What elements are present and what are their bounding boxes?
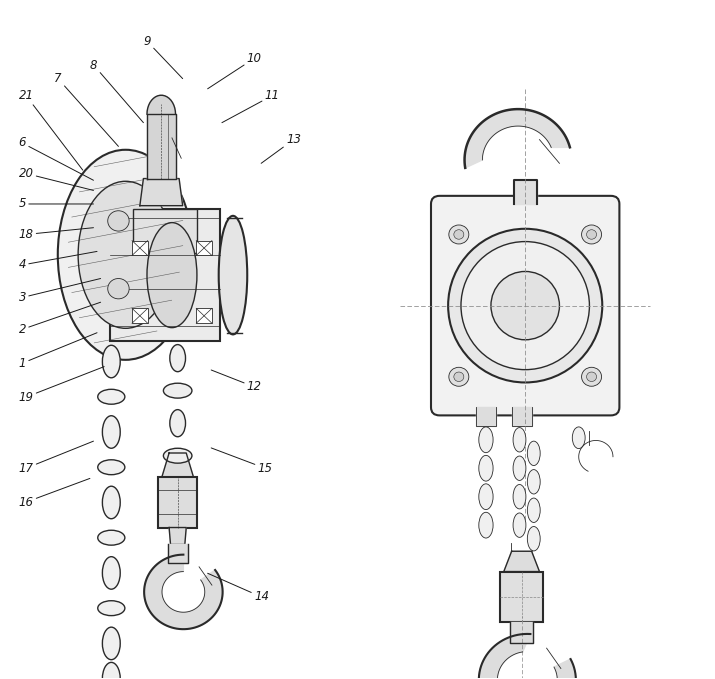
Ellipse shape bbox=[528, 526, 541, 551]
Circle shape bbox=[449, 225, 469, 244]
Text: 9: 9 bbox=[144, 35, 182, 79]
Ellipse shape bbox=[164, 383, 192, 398]
Ellipse shape bbox=[78, 181, 173, 329]
Bar bbox=[196, 308, 212, 323]
Ellipse shape bbox=[513, 513, 526, 537]
Ellipse shape bbox=[102, 345, 120, 378]
Ellipse shape bbox=[572, 427, 585, 449]
Polygon shape bbox=[147, 114, 175, 179]
Ellipse shape bbox=[102, 416, 120, 448]
Ellipse shape bbox=[58, 150, 193, 360]
Ellipse shape bbox=[219, 216, 247, 335]
Circle shape bbox=[581, 367, 601, 386]
Text: 17: 17 bbox=[19, 441, 94, 475]
Ellipse shape bbox=[513, 456, 526, 481]
Text: 6: 6 bbox=[19, 136, 94, 180]
Ellipse shape bbox=[102, 486, 120, 519]
Bar bbox=[132, 308, 148, 323]
Polygon shape bbox=[169, 528, 186, 545]
Ellipse shape bbox=[98, 460, 125, 475]
Text: 19: 19 bbox=[19, 367, 104, 403]
Ellipse shape bbox=[528, 441, 541, 466]
Ellipse shape bbox=[479, 512, 493, 538]
Ellipse shape bbox=[98, 601, 125, 616]
Bar bbox=[109, 209, 220, 341]
Circle shape bbox=[108, 210, 129, 231]
Text: 1: 1 bbox=[19, 333, 97, 370]
Text: 5: 5 bbox=[19, 198, 94, 210]
Ellipse shape bbox=[513, 485, 526, 509]
FancyBboxPatch shape bbox=[431, 196, 619, 416]
Text: 8: 8 bbox=[90, 58, 144, 123]
Circle shape bbox=[108, 278, 129, 299]
Text: 11: 11 bbox=[222, 89, 280, 123]
Ellipse shape bbox=[98, 389, 125, 404]
Ellipse shape bbox=[461, 242, 589, 369]
Text: 2: 2 bbox=[19, 302, 101, 336]
Ellipse shape bbox=[102, 663, 120, 679]
Polygon shape bbox=[168, 545, 187, 564]
Text: 10: 10 bbox=[207, 52, 262, 89]
Polygon shape bbox=[512, 407, 532, 426]
Polygon shape bbox=[465, 109, 570, 168]
Polygon shape bbox=[144, 555, 222, 629]
Bar bbox=[159, 477, 197, 528]
Bar bbox=[196, 240, 212, 255]
Text: 16: 16 bbox=[19, 479, 90, 509]
Text: 4: 4 bbox=[19, 251, 97, 272]
Polygon shape bbox=[162, 453, 193, 477]
Ellipse shape bbox=[479, 484, 493, 509]
Text: 13: 13 bbox=[261, 133, 301, 164]
Text: 21: 21 bbox=[19, 89, 83, 170]
Circle shape bbox=[449, 367, 469, 386]
Circle shape bbox=[454, 230, 464, 239]
Text: 15: 15 bbox=[211, 448, 272, 475]
Ellipse shape bbox=[102, 627, 120, 660]
Ellipse shape bbox=[170, 409, 185, 437]
Circle shape bbox=[586, 230, 596, 239]
Circle shape bbox=[581, 225, 601, 244]
Polygon shape bbox=[511, 623, 533, 643]
Polygon shape bbox=[514, 180, 537, 204]
Text: 20: 20 bbox=[19, 167, 94, 190]
Ellipse shape bbox=[102, 557, 120, 589]
Polygon shape bbox=[476, 407, 496, 426]
Circle shape bbox=[586, 372, 596, 382]
Ellipse shape bbox=[98, 530, 125, 545]
Polygon shape bbox=[479, 634, 576, 679]
Text: 7: 7 bbox=[54, 72, 119, 147]
Polygon shape bbox=[504, 551, 540, 572]
Bar bbox=[500, 572, 543, 623]
Text: 18: 18 bbox=[19, 227, 94, 241]
Circle shape bbox=[454, 372, 464, 382]
Bar bbox=[133, 209, 197, 253]
Ellipse shape bbox=[479, 456, 493, 481]
Polygon shape bbox=[140, 179, 182, 206]
Ellipse shape bbox=[491, 272, 559, 340]
Bar bbox=[132, 240, 148, 255]
Text: 3: 3 bbox=[19, 278, 101, 304]
Text: 14: 14 bbox=[207, 573, 269, 604]
Ellipse shape bbox=[513, 428, 526, 452]
Polygon shape bbox=[147, 95, 175, 114]
Ellipse shape bbox=[479, 427, 493, 453]
Ellipse shape bbox=[528, 470, 541, 494]
Ellipse shape bbox=[147, 223, 197, 328]
Ellipse shape bbox=[164, 448, 192, 463]
Text: 12: 12 bbox=[211, 370, 262, 393]
Ellipse shape bbox=[170, 344, 185, 371]
Ellipse shape bbox=[448, 229, 602, 382]
Ellipse shape bbox=[528, 498, 541, 522]
